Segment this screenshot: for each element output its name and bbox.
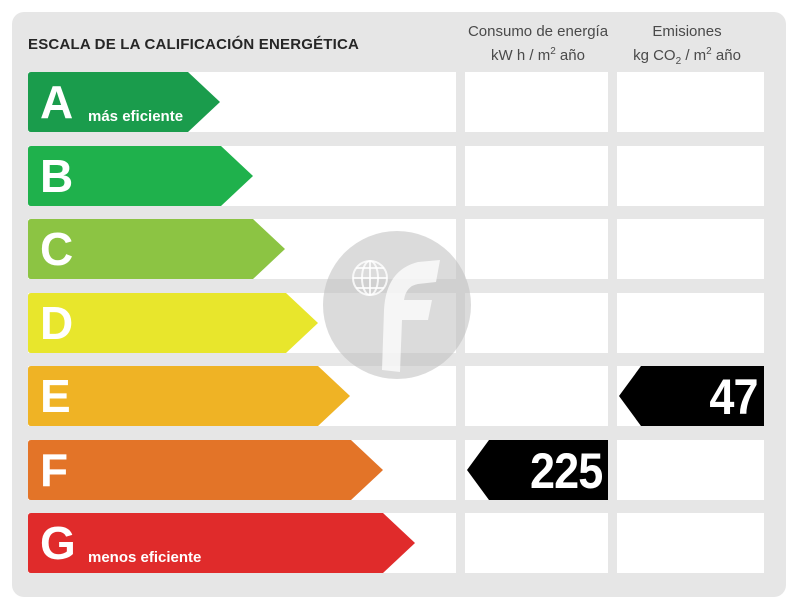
band-e: E (28, 366, 350, 426)
column-header-emisiones-line1: Emisiones (652, 23, 722, 40)
band-c: C (28, 219, 285, 279)
rating-indicator-arrow (619, 366, 764, 426)
band-a-arrow (28, 72, 220, 132)
column-header-emisiones-line2: kg CO2 / m2 año (633, 46, 741, 67)
band-note: menos eficiente (88, 549, 202, 566)
band-letter: G (40, 517, 76, 569)
band-letter: C (40, 223, 74, 275)
band-letter: B (40, 150, 74, 202)
chart-title: ESCALA DE LA CALIFICACIÓN ENERGÉTICA (28, 36, 360, 53)
band-b-arrow (28, 146, 253, 206)
band-d-arrow (28, 293, 318, 353)
consumo-cell (465, 293, 608, 353)
column-header-consumo-line2: kW h / m2 año (491, 46, 585, 64)
column-header-consumo-line1: Consumo de energía (467, 23, 609, 40)
band-note: más eficiente (88, 108, 184, 125)
band-d: D (28, 293, 318, 353)
band-b: B (28, 146, 253, 206)
rating-value: 47 (709, 369, 759, 425)
emisiones-cell (617, 440, 764, 500)
column-header-emisiones: Emisiones kg CO2 / m2 año (612, 22, 762, 72)
band-letter: F (40, 444, 69, 496)
emisiones-cell (617, 293, 764, 353)
rating-indicator-arrow (467, 440, 608, 500)
band-f: F (28, 440, 383, 500)
emisiones-cell (617, 219, 764, 279)
consumo-cell (465, 366, 608, 426)
band-letter: A (40, 76, 74, 128)
band-c-arrow (28, 219, 285, 279)
rating-value: 225 (529, 443, 603, 499)
band-g-arrow (28, 513, 415, 573)
rating-indicator-consumo: 225 (467, 440, 608, 500)
emisiones-cell (617, 513, 764, 573)
brand-f-globe-icon (322, 230, 472, 380)
band-e-arrow (28, 366, 350, 426)
band-letter: E (40, 370, 71, 422)
consumo-cell (465, 513, 608, 573)
consumo-cell (465, 146, 608, 206)
band-letter: D (40, 297, 74, 349)
column-header-consumo: Consumo de energía kW h / m2 año (458, 22, 618, 66)
rating-indicator-emisiones: 47 (619, 366, 764, 426)
band-f-arrow (28, 440, 383, 500)
emisiones-cell (617, 146, 764, 206)
emisiones-cell (617, 72, 764, 132)
consumo-cell (465, 72, 608, 132)
consumo-cell (465, 219, 608, 279)
